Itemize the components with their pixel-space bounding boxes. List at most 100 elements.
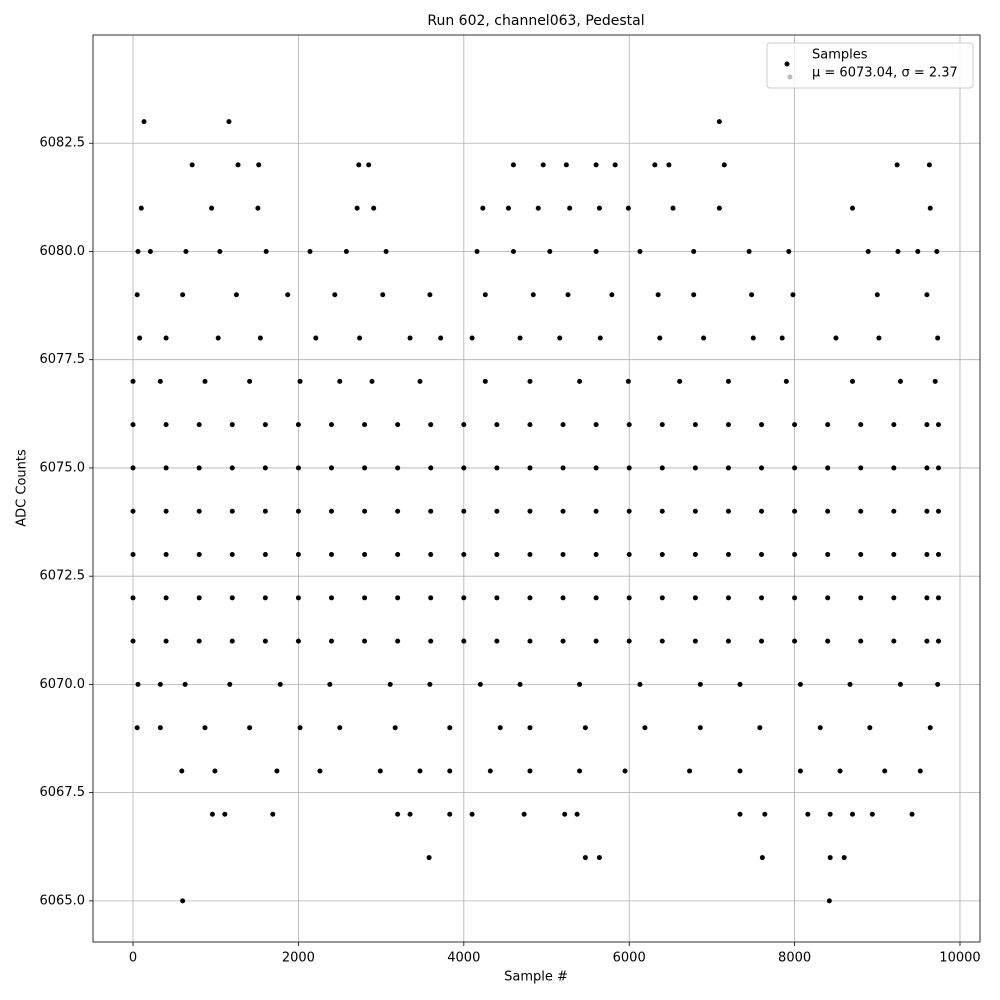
point — [357, 335, 363, 341]
point — [849, 205, 855, 211]
point — [792, 508, 798, 514]
point — [256, 162, 262, 168]
point — [262, 638, 268, 644]
point — [626, 465, 632, 471]
point — [438, 335, 444, 341]
point — [527, 552, 533, 558]
point — [759, 638, 765, 644]
point — [895, 248, 901, 254]
point — [380, 292, 386, 298]
y-tick-label: 6077.5 — [40, 352, 86, 367]
point — [135, 248, 141, 254]
point — [540, 162, 546, 168]
point — [392, 725, 398, 731]
point — [897, 681, 903, 687]
point — [527, 638, 533, 644]
point — [229, 552, 235, 558]
point — [593, 595, 599, 601]
point — [369, 378, 375, 384]
point — [487, 768, 493, 774]
point — [227, 681, 233, 687]
point — [130, 378, 136, 384]
point — [927, 205, 933, 211]
point — [328, 638, 334, 644]
point — [337, 378, 343, 384]
point — [725, 595, 731, 601]
x-tick-label: 2000 — [282, 951, 315, 966]
point — [858, 552, 864, 558]
point — [480, 205, 486, 211]
point — [626, 638, 632, 644]
point — [229, 508, 235, 514]
point — [130, 465, 136, 471]
point — [477, 681, 483, 687]
point — [196, 552, 202, 558]
point — [157, 378, 163, 384]
point — [229, 638, 235, 644]
point — [697, 725, 703, 731]
point — [209, 811, 215, 817]
point — [428, 595, 434, 601]
point — [527, 422, 533, 428]
point — [626, 552, 632, 558]
point — [130, 595, 136, 601]
point — [557, 335, 563, 341]
y-tick-label: 6065.0 — [40, 893, 86, 908]
point — [716, 119, 722, 125]
point — [179, 768, 185, 774]
point — [841, 855, 847, 861]
point — [909, 811, 915, 817]
point — [461, 595, 467, 601]
point — [612, 162, 618, 168]
point — [858, 595, 864, 601]
point — [395, 638, 401, 644]
point — [530, 292, 536, 298]
point — [130, 638, 136, 644]
point — [593, 162, 599, 168]
point — [461, 422, 467, 428]
point — [461, 465, 467, 471]
point — [891, 595, 897, 601]
point — [328, 552, 334, 558]
point — [343, 248, 349, 254]
point — [560, 465, 566, 471]
point — [935, 465, 941, 471]
point — [447, 768, 453, 774]
point — [547, 248, 553, 254]
point — [134, 292, 140, 298]
point — [377, 768, 383, 774]
point — [428, 638, 434, 644]
x-tick-label: 6000 — [613, 951, 646, 966]
point — [737, 768, 743, 774]
point — [582, 855, 588, 861]
point — [874, 292, 880, 298]
point — [362, 595, 368, 601]
point — [792, 552, 798, 558]
point — [527, 378, 533, 384]
point — [535, 205, 541, 211]
point — [527, 508, 533, 514]
point — [609, 292, 615, 298]
point — [642, 725, 648, 731]
point — [517, 335, 523, 341]
point — [659, 422, 665, 428]
point — [233, 292, 239, 298]
point — [427, 681, 433, 687]
point — [746, 248, 752, 254]
point — [426, 855, 432, 861]
point — [924, 508, 930, 514]
point — [562, 811, 568, 817]
point — [447, 725, 453, 731]
point — [697, 681, 703, 687]
point — [202, 725, 208, 731]
point — [527, 465, 533, 471]
point — [297, 725, 303, 731]
point — [691, 248, 697, 254]
point — [833, 335, 839, 341]
point — [560, 595, 566, 601]
point — [652, 162, 658, 168]
point — [297, 378, 303, 384]
point — [270, 811, 276, 817]
point — [428, 508, 434, 514]
